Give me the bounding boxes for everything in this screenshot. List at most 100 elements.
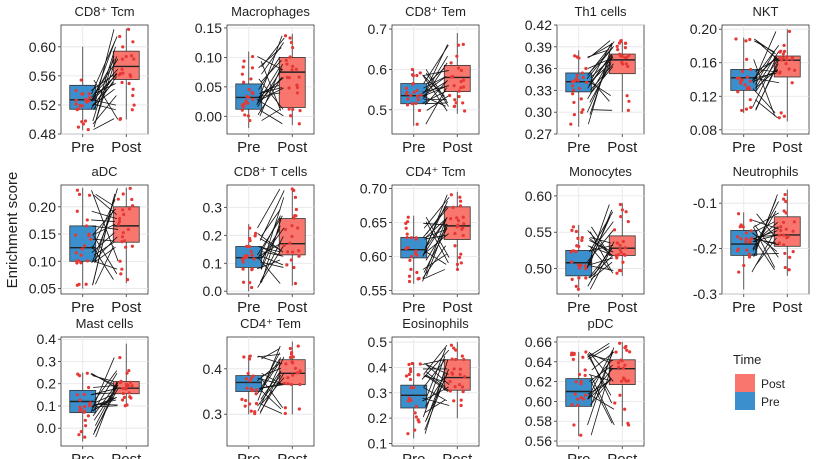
panel-title: CD8⁺ Tcm <box>74 4 134 19</box>
pre-point <box>577 266 582 270</box>
pre-point <box>240 108 244 112</box>
pair-line <box>91 232 115 254</box>
y-tick-label: 0.00 <box>195 108 222 124</box>
y-tick-label: 0.56 <box>29 68 56 84</box>
post-point <box>782 197 786 201</box>
pre-point <box>414 415 418 419</box>
post-point <box>625 348 629 352</box>
post-point <box>291 373 295 377</box>
pre-point <box>417 108 422 113</box>
pair-line <box>93 403 118 406</box>
pre-point <box>576 236 580 240</box>
pre-point <box>750 236 754 240</box>
pre-point <box>79 253 83 257</box>
pair-line <box>421 349 450 380</box>
pre-point <box>76 259 81 263</box>
pair-line <box>587 378 612 400</box>
post-point <box>126 383 130 388</box>
pair-line <box>261 361 281 391</box>
pre-point <box>252 257 256 261</box>
pair-line <box>95 56 118 122</box>
pair-line <box>91 190 119 262</box>
pre-point <box>85 259 90 263</box>
panel-title: NKT <box>753 4 779 19</box>
pair-line <box>589 231 614 274</box>
pair-line <box>257 256 281 284</box>
post-point <box>618 202 622 207</box>
pre-point <box>745 57 749 61</box>
post-point <box>125 371 129 375</box>
post-point <box>298 109 302 113</box>
pair-line <box>256 259 281 270</box>
pair-line <box>424 399 446 414</box>
pre-point <box>744 237 748 241</box>
pre-point <box>740 108 744 113</box>
pair-line <box>90 373 115 385</box>
post-point <box>454 348 458 352</box>
pair-line <box>94 188 118 264</box>
post-point <box>617 41 622 45</box>
pair-line <box>95 396 115 410</box>
pre-point <box>571 249 576 253</box>
post-point <box>121 231 125 235</box>
pair-line <box>261 108 281 121</box>
pre-point <box>86 127 90 132</box>
y-tick-label: 0.7 <box>368 21 388 37</box>
post-point <box>458 204 463 208</box>
x-tick-label: Post <box>772 299 803 316</box>
pre-point <box>81 122 85 126</box>
y-tick-label: 0.55 <box>360 283 387 299</box>
pair-line <box>92 88 115 106</box>
pair-line <box>92 41 116 101</box>
pair-line <box>259 63 283 117</box>
pre-point <box>408 258 412 262</box>
post-point <box>129 54 134 58</box>
pair-line <box>591 351 615 371</box>
y-tick-label: 0.15 <box>29 226 56 242</box>
pre-point <box>240 257 245 261</box>
post-point <box>779 111 783 115</box>
pre-point <box>250 66 255 70</box>
post-point <box>779 229 783 233</box>
pair-line <box>589 247 613 290</box>
pair-line <box>423 44 449 84</box>
pre-point <box>83 418 87 422</box>
x-tick-label: Pre <box>732 139 755 156</box>
pair-line <box>92 46 116 122</box>
pre-point <box>408 367 413 371</box>
pair-line <box>91 245 114 280</box>
pre-point <box>408 377 413 382</box>
y-tick-label: 0.48 <box>29 126 56 142</box>
post-point <box>457 89 461 93</box>
pair-line <box>257 374 282 407</box>
pre-point <box>581 397 586 401</box>
post-point <box>450 372 455 376</box>
pre-point <box>584 350 588 354</box>
x-tick-label: Pre <box>402 451 425 459</box>
pair-line <box>587 342 610 358</box>
pre-point <box>251 91 255 96</box>
pre-point <box>579 379 583 384</box>
pre-point <box>417 276 421 281</box>
x-tick-label: Post <box>111 299 142 316</box>
post-point <box>121 208 125 212</box>
pre-point <box>580 235 584 240</box>
post-point <box>293 213 297 218</box>
pre-point <box>576 287 580 291</box>
pre-point <box>246 114 251 118</box>
post-point <box>453 98 457 102</box>
y-tick-label: 0.27 <box>525 126 552 142</box>
pair-line <box>752 56 778 108</box>
pre-point <box>740 69 745 74</box>
pre-point <box>735 76 739 80</box>
post-point <box>783 265 787 270</box>
pre-point <box>409 267 413 272</box>
pre-point <box>749 229 753 233</box>
post-point <box>452 84 456 88</box>
post-point <box>786 234 790 239</box>
post-point <box>448 217 453 221</box>
pre-point <box>249 77 253 81</box>
post-point <box>461 390 465 394</box>
pre-point <box>579 97 583 101</box>
